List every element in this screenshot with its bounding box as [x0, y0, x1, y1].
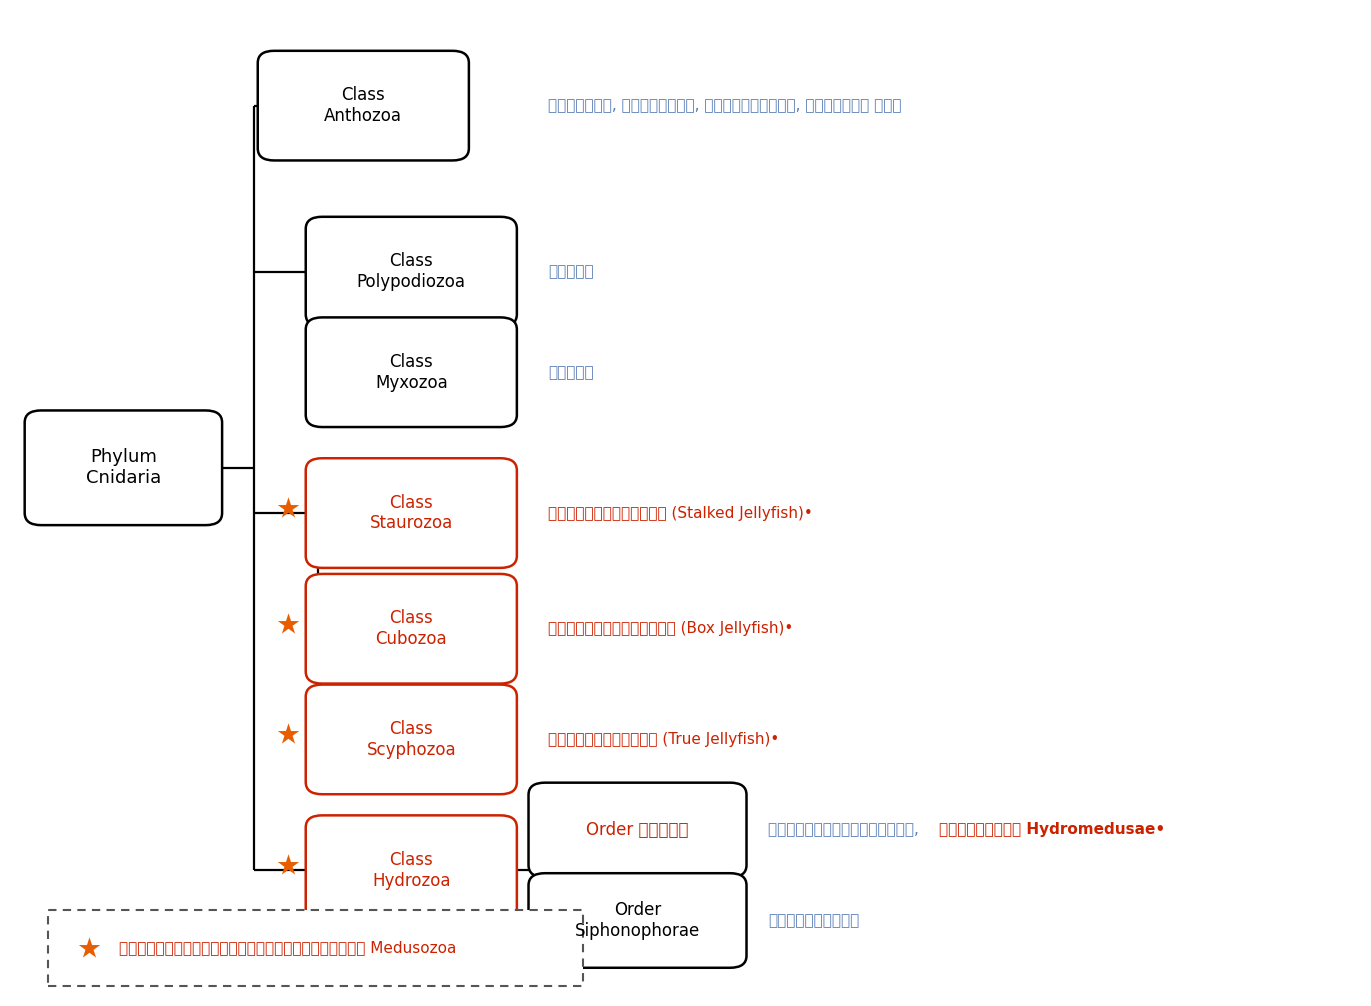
- FancyBboxPatch shape: [306, 459, 517, 567]
- Text: Class
Scyphozoa: Class Scyphozoa: [366, 720, 457, 759]
- Text: แมงกะพรุนกล่อง (Box Jellyfish)•: แมงกะพรุนกล่อง (Box Jellyfish)•: [548, 622, 794, 636]
- FancyBboxPatch shape: [529, 873, 746, 968]
- Point: [277, 857, 299, 873]
- Point: [78, 940, 100, 956]
- Text: ปรสิต: ปรสิต: [548, 265, 594, 279]
- Point: [277, 726, 299, 742]
- Text: Class
Staurozoa: Class Staurozoa: [370, 494, 452, 532]
- FancyBboxPatch shape: [306, 217, 517, 327]
- Text: ไฮดราและไฮดรอยด์,: ไฮดราและไฮดรอยด์,: [768, 823, 924, 837]
- Text: แมงกะพรุนแท้ (True Jellyfish)•: แมงกะพรุนแท้ (True Jellyfish)•: [548, 732, 780, 746]
- Text: แมงกะพรุน Hydromedusae•: แมงกะพรุน Hydromedusae•: [939, 823, 1165, 837]
- Text: ปรสิต: ปรสิต: [548, 365, 594, 379]
- FancyBboxPatch shape: [25, 410, 222, 525]
- Point: [277, 616, 299, 632]
- FancyBboxPatch shape: [306, 573, 517, 684]
- Text: Class
Anthozoa: Class Anthozoa: [325, 87, 402, 125]
- Text: แมงกะพรุนในกลุ่มที่เรียกว่า Medusozoa: แมงกะพรุนในกลุ่มที่เรียกว่า Medusozoa: [119, 941, 457, 956]
- Text: Class
Hydrozoa: Class Hydrozoa: [372, 851, 451, 889]
- FancyBboxPatch shape: [306, 318, 517, 428]
- Text: Order
Siphonophorae: Order Siphonophorae: [574, 901, 701, 940]
- Text: ไซโฟโนฟอร์: ไซโฟโนฟอร์: [768, 913, 860, 928]
- Text: Order อื่นๆ: Order อื่นๆ: [587, 821, 688, 839]
- Text: แมงกะพรุนก้าน (Stalked Jellyfish)•: แมงกะพรุนก้าน (Stalked Jellyfish)•: [548, 506, 813, 520]
- FancyBboxPatch shape: [306, 815, 517, 926]
- FancyBboxPatch shape: [306, 684, 517, 795]
- Text: Class
Cubozoa: Class Cubozoa: [376, 610, 447, 648]
- FancyBboxPatch shape: [48, 910, 583, 986]
- FancyBboxPatch shape: [529, 783, 746, 877]
- FancyBboxPatch shape: [258, 51, 469, 161]
- Text: ปะการัง, กัลปังหา, ดอกไม้ทะเล, ตัวทะเล ฯลฯ: ปะการัง, กัลปังหา, ดอกไม้ทะเล, ตัวทะเล ฯ…: [548, 99, 902, 113]
- Text: Class
Polypodiozoa: Class Polypodiozoa: [356, 253, 466, 291]
- Text: Phylum
Cnidaria: Phylum Cnidaria: [86, 449, 160, 487]
- Text: Class
Myxozoa: Class Myxozoa: [374, 353, 448, 391]
- Point: [277, 500, 299, 516]
